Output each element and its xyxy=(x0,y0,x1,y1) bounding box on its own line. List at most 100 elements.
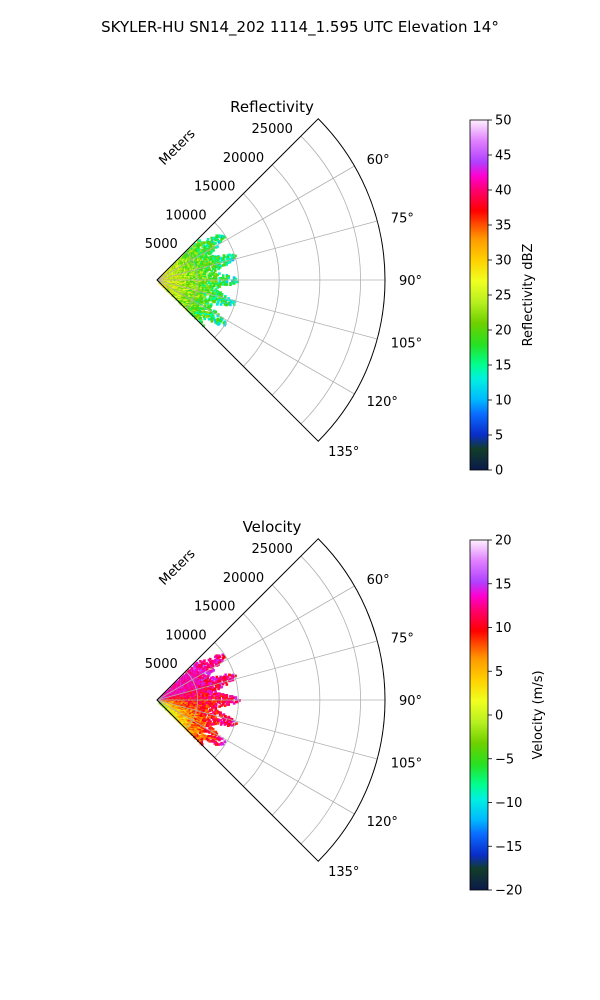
radar-gate xyxy=(229,699,232,702)
radar-gate xyxy=(205,708,208,712)
radar-gate xyxy=(206,307,209,310)
radar-gate xyxy=(207,272,210,276)
azimuth-gridline xyxy=(156,279,355,395)
radar-gate xyxy=(212,740,216,743)
radar-gate xyxy=(208,665,211,669)
radar-gate xyxy=(204,722,208,725)
radar-gate xyxy=(208,727,211,730)
radar-gate xyxy=(201,672,205,676)
colorbar-tick-label: −5 xyxy=(495,752,514,767)
radar-gate xyxy=(220,700,223,704)
azimuth-tick-label: 75° xyxy=(391,631,414,646)
radar-gate xyxy=(227,678,231,681)
range-tick-label: 15000 xyxy=(194,180,235,195)
radar-gate xyxy=(203,694,207,697)
radar-gate xyxy=(229,303,232,307)
radar-gate xyxy=(213,696,216,699)
radar-gate xyxy=(236,700,240,704)
radar-gate xyxy=(225,683,229,686)
radar-gate xyxy=(209,286,212,290)
colorbar-tick-label: 15 xyxy=(495,359,512,374)
radar-gate xyxy=(209,315,213,318)
radar-gate xyxy=(214,722,217,726)
radar-gate xyxy=(227,275,230,278)
radar-gate xyxy=(198,308,202,312)
radar-gate xyxy=(227,700,231,704)
radar-gate xyxy=(218,282,222,286)
radar-gate xyxy=(203,710,206,713)
radar-gate xyxy=(204,677,207,680)
radar-gate xyxy=(208,258,212,261)
radar-gate xyxy=(197,246,200,249)
radar-gate xyxy=(218,272,221,275)
radar-gate xyxy=(227,723,230,726)
radar-gate xyxy=(208,291,211,295)
radar-gate xyxy=(222,281,225,285)
radar-gate xyxy=(209,692,212,695)
radar-gate xyxy=(210,242,214,246)
radar-gate xyxy=(210,257,214,261)
radar-gate xyxy=(230,675,234,679)
colorbar-tick-label: 45 xyxy=(495,149,512,164)
radar-gate xyxy=(220,704,223,707)
radar-gate xyxy=(213,742,217,745)
colorbar-tick-label: −20 xyxy=(495,884,522,899)
radar-gate xyxy=(228,718,232,722)
radar-gate xyxy=(212,681,215,685)
radar-gate xyxy=(202,281,205,284)
radar-gate xyxy=(209,244,213,248)
radar-gate xyxy=(211,686,215,690)
radar-gate xyxy=(234,697,238,701)
radar-gate xyxy=(205,254,208,257)
radar-gate xyxy=(221,274,225,277)
radar-gate xyxy=(208,657,212,661)
colorbar-scale xyxy=(469,119,489,471)
radar-gate xyxy=(217,267,220,271)
radar-gate xyxy=(213,311,217,315)
radar-gate xyxy=(214,733,218,737)
radar-gate xyxy=(209,715,212,719)
radar-gate xyxy=(210,708,214,712)
radar-gate xyxy=(207,697,211,701)
radar-gate xyxy=(211,267,215,271)
radar-gate xyxy=(215,719,219,722)
radar-gate xyxy=(221,717,225,720)
radar-gate xyxy=(217,298,221,302)
radar-gate xyxy=(212,718,215,721)
radar-gate xyxy=(198,694,202,698)
radar-gate xyxy=(211,736,214,739)
radar-gate xyxy=(203,317,206,321)
radar-gate xyxy=(199,313,203,316)
radar-gate xyxy=(204,696,207,700)
radar-gate xyxy=(228,673,231,677)
radar-gate xyxy=(218,257,221,260)
radar-gate xyxy=(199,256,203,259)
radar-gate xyxy=(206,730,210,733)
radar-gate xyxy=(206,268,210,272)
panel-title: Reflectivity xyxy=(230,98,314,116)
radar-gate xyxy=(203,304,206,308)
radar-gate xyxy=(202,310,205,313)
radar-gate xyxy=(215,278,218,281)
radar-gate xyxy=(230,718,234,721)
radar-gate xyxy=(218,277,222,280)
radar-gate xyxy=(220,264,223,268)
radar-gate xyxy=(196,726,199,729)
radar-gate xyxy=(195,712,198,715)
radar-gate xyxy=(204,666,207,669)
radar-gate xyxy=(216,294,220,298)
radar-gate xyxy=(195,664,199,668)
radar-gate xyxy=(227,303,230,306)
radar-gate xyxy=(214,716,218,719)
radar-gate xyxy=(204,246,207,249)
radar-gate xyxy=(202,722,206,725)
radar-gate xyxy=(200,732,204,736)
colorbar-tick-label: 50 xyxy=(495,114,512,129)
azimuth-tick-label: 90° xyxy=(399,274,422,289)
radar-gate xyxy=(229,700,232,704)
radar-gate xyxy=(215,322,219,325)
radar-gate xyxy=(229,723,232,727)
radar-gate xyxy=(214,709,217,712)
colorbar-tick-label: 0 xyxy=(495,709,503,724)
radar-gate xyxy=(232,719,235,723)
